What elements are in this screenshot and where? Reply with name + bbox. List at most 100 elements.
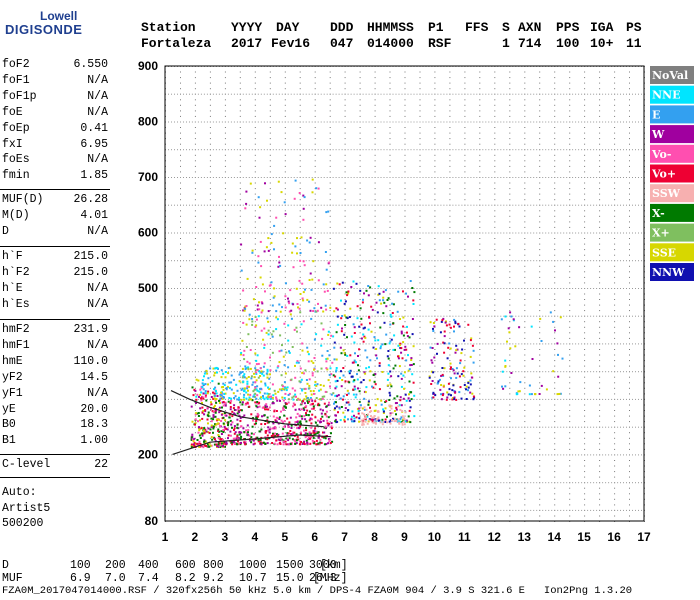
echo-point (357, 364, 359, 367)
echo-point (467, 323, 470, 326)
x-tick-label: 16 (607, 530, 621, 544)
echo-point (347, 290, 350, 293)
echo-point (259, 438, 262, 441)
echo-point (315, 397, 318, 399)
echo-point (222, 438, 224, 441)
echo-point (353, 385, 356, 388)
echo-point (357, 410, 360, 412)
echo-point (332, 392, 335, 395)
echo-point (356, 305, 359, 308)
x-tick-label: 3 (222, 530, 229, 544)
echo-point (309, 309, 312, 312)
echo-point (327, 333, 330, 336)
echo-point (259, 240, 262, 243)
echo-point (467, 381, 470, 384)
echo-point (445, 320, 447, 323)
echo-point (297, 438, 300, 441)
echo-point (203, 432, 206, 435)
echo-point (298, 279, 301, 282)
header-label: FFS (465, 20, 489, 35)
echo-point (367, 400, 370, 403)
echo-point (198, 426, 201, 429)
echo-point (502, 387, 505, 390)
legend-swatch (650, 223, 694, 242)
echo-point (232, 392, 235, 395)
echo-point (280, 349, 283, 352)
echo-point (288, 350, 290, 353)
echo-point (387, 364, 390, 367)
echo-point (266, 405, 268, 408)
echo-point (227, 423, 230, 425)
echo-point (389, 419, 392, 422)
echo-point (332, 287, 335, 290)
echo-point (291, 251, 294, 254)
footer-info: FZA0M_2017047014000.RSF / 320fx256h 50 k… (2, 585, 633, 597)
echo-point (302, 260, 305, 263)
echo-point (312, 436, 315, 439)
echo-point (388, 391, 391, 394)
echo-point (248, 398, 251, 401)
y-tick-label: 800 (138, 115, 158, 129)
param-row: foEs N/A (2, 153, 108, 169)
echo-point (280, 419, 283, 422)
echo-point (308, 384, 311, 387)
echo-point (257, 196, 260, 199)
echo-point (556, 393, 559, 396)
header-value: 014000 (367, 36, 414, 51)
x-tick-label: 2 (192, 530, 199, 544)
echo-point (398, 344, 401, 347)
echo-point (350, 415, 353, 418)
echo-point (218, 411, 221, 414)
echo-point (294, 376, 297, 379)
echo-point (274, 426, 276, 428)
echo-point (401, 410, 403, 412)
echo-point (311, 439, 314, 442)
echo-point (465, 398, 468, 400)
x-tick-label: 13 (518, 530, 532, 544)
echo-point (335, 405, 338, 408)
echo-point (309, 437, 312, 440)
echo-point (368, 366, 370, 369)
echo-point (346, 393, 348, 396)
echo-point (353, 341, 356, 344)
echo-point (441, 373, 444, 376)
echo-point (342, 411, 345, 414)
echo-point (389, 340, 392, 343)
echo-point (267, 329, 270, 332)
echo-point (268, 377, 271, 380)
echo-point (364, 336, 367, 339)
echo-point (301, 402, 303, 405)
echo-point (429, 321, 432, 324)
echo-point (256, 308, 259, 311)
echo-point (201, 386, 204, 388)
echo-point (291, 242, 294, 245)
echo-point (407, 295, 409, 298)
echo-point (341, 281, 344, 284)
echo-point (378, 362, 381, 365)
echo-point (402, 316, 405, 319)
echo-point (453, 396, 456, 399)
echo-point (196, 439, 199, 441)
echo-point (351, 410, 354, 413)
echo-point (234, 437, 237, 440)
echo-point (213, 397, 216, 400)
echo-point (370, 410, 373, 413)
echo-point (375, 354, 378, 357)
echo-point (234, 409, 237, 411)
param-label: foF1 (2, 73, 30, 87)
echo-point (262, 365, 265, 368)
echo-point (379, 347, 382, 350)
echo-point (285, 443, 288, 446)
echo-point (307, 437, 310, 439)
echo-point (324, 304, 327, 307)
echo-point (275, 398, 278, 401)
echo-point (256, 394, 259, 397)
echo-point (327, 416, 330, 419)
echo-point (293, 439, 296, 442)
echo-point (284, 392, 287, 395)
echo-point (254, 369, 257, 372)
echo-point (255, 420, 258, 422)
echo-point (278, 303, 281, 306)
echo-point (247, 333, 250, 336)
echo-point (272, 432, 274, 435)
